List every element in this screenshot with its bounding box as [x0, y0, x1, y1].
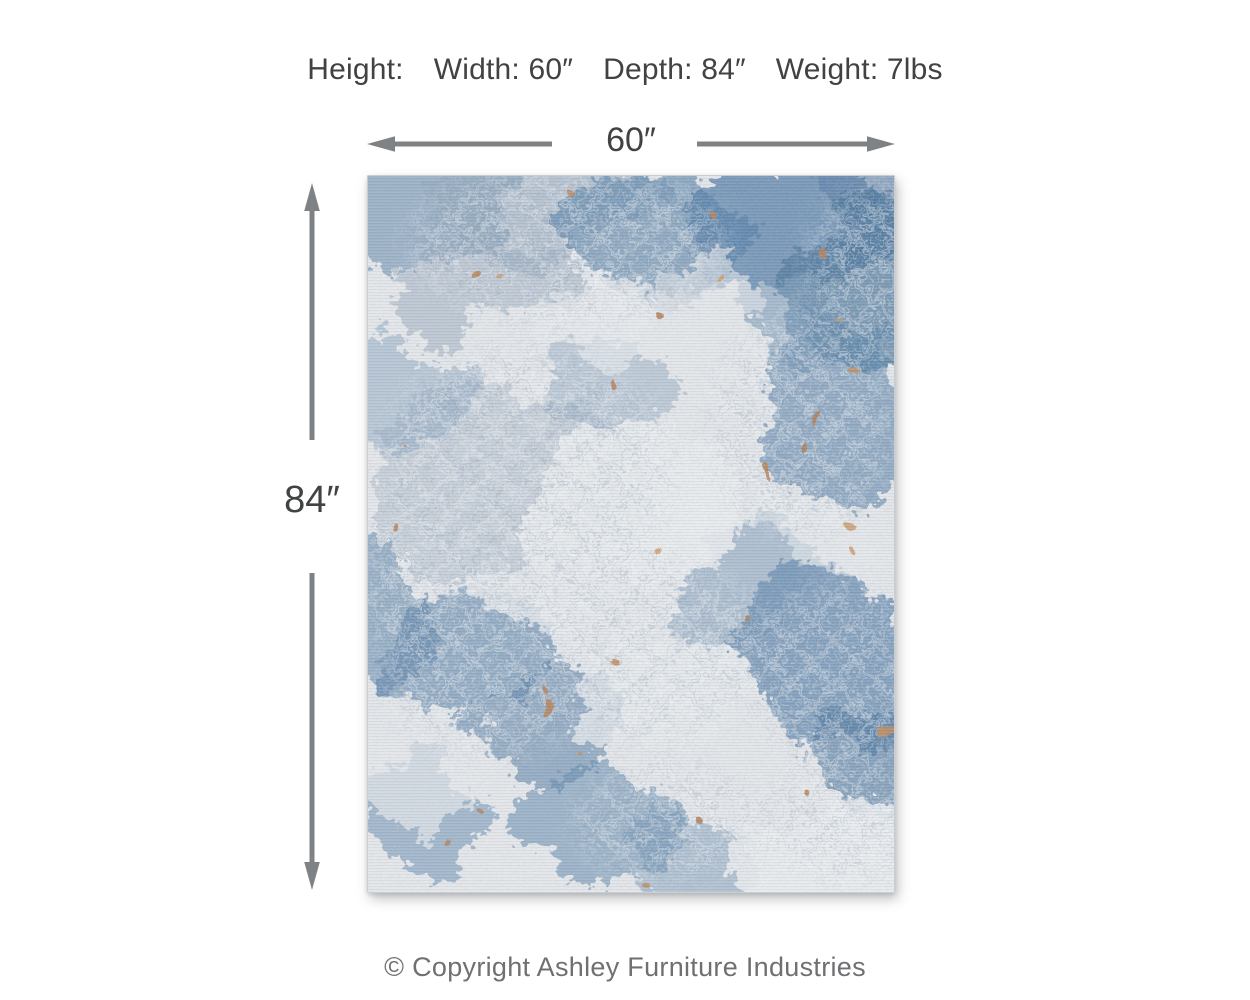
spec-depth: Depth: 84″: [603, 53, 746, 86]
width-dimension-arrow: [367, 136, 895, 152]
width-arrow-label: 60″: [606, 121, 656, 159]
spec-weight: Weight: 7lbs: [775, 53, 943, 86]
arrowhead-down-icon: [304, 862, 320, 890]
arrowhead-right-icon: [867, 136, 895, 152]
rug-image: [367, 175, 895, 893]
height-arrow-label: 84″: [284, 479, 340, 521]
spec-height: Height:: [307, 53, 404, 86]
arrowhead-left-icon: [367, 136, 395, 152]
height-dimension-arrow: [304, 183, 320, 890]
copyright-text: © Copyright Ashley Furniture Industries: [384, 952, 866, 982]
spec-width: Width: 60″: [433, 53, 574, 86]
arrowhead-up-icon: [304, 183, 320, 211]
spec-line: Height: Width: 60″ Depth: 84″ Weight: 7l…: [0, 52, 1250, 88]
